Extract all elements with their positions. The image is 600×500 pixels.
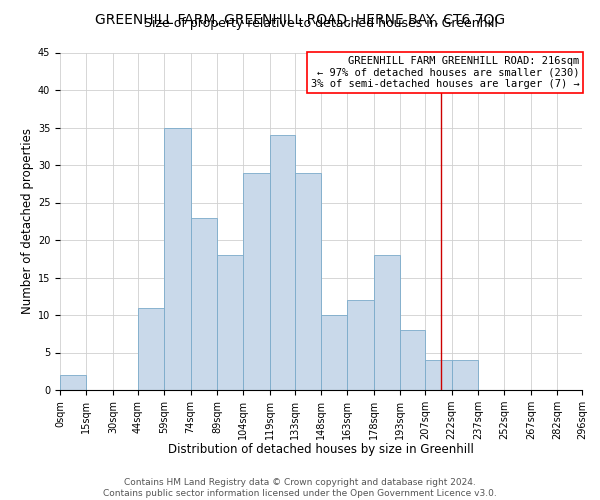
Bar bbox=[374, 255, 400, 390]
Bar bbox=[191, 218, 217, 390]
Title: Size of property relative to detached houses in Greenhill: Size of property relative to detached ho… bbox=[144, 18, 498, 30]
Bar bbox=[270, 135, 295, 390]
Bar bbox=[452, 360, 478, 390]
X-axis label: Distribution of detached houses by size in Greenhill: Distribution of detached houses by size … bbox=[168, 444, 474, 456]
Text: Contains HM Land Registry data © Crown copyright and database right 2024.
Contai: Contains HM Land Registry data © Crown c… bbox=[103, 478, 497, 498]
Bar bbox=[400, 330, 425, 390]
Bar bbox=[164, 128, 191, 390]
Text: GREENHILL FARM, GREENHILL ROAD, HERNE BAY, CT6 7QG: GREENHILL FARM, GREENHILL ROAD, HERNE BA… bbox=[95, 12, 505, 26]
Bar bbox=[244, 172, 270, 390]
Bar bbox=[295, 172, 321, 390]
Bar bbox=[321, 315, 347, 390]
Bar bbox=[425, 360, 452, 390]
Bar bbox=[60, 375, 86, 390]
Bar bbox=[347, 300, 374, 390]
Bar bbox=[137, 308, 164, 390]
Y-axis label: Number of detached properties: Number of detached properties bbox=[20, 128, 34, 314]
Text: GREENHILL FARM GREENHILL ROAD: 216sqm
← 97% of detached houses are smaller (230): GREENHILL FARM GREENHILL ROAD: 216sqm ← … bbox=[311, 56, 580, 89]
Bar bbox=[217, 255, 244, 390]
